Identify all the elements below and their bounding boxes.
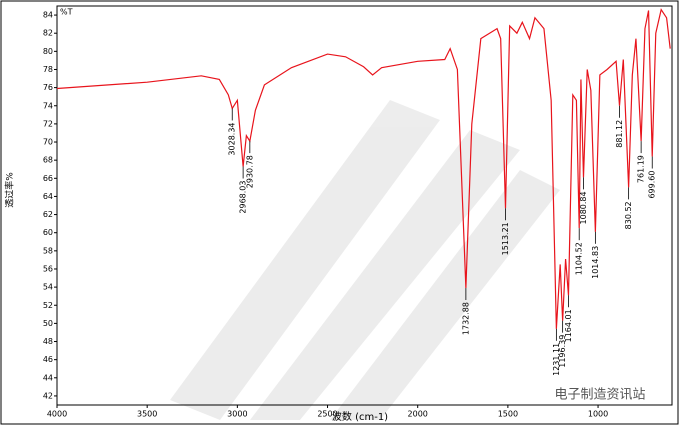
- watermark: 电子制造资讯站: [554, 388, 645, 403]
- y-tick-label: 60: [43, 228, 53, 237]
- x-axis-label: 波数 (cm-1): [332, 410, 388, 423]
- y-tick-label: 80: [43, 47, 53, 56]
- peak-label: 3028.34: [228, 122, 237, 155]
- peak-label: 1080.84: [579, 191, 588, 224]
- y-tick-label: 54: [43, 283, 53, 292]
- peak-label: 2968.03: [239, 181, 248, 214]
- y-tick-label: 44: [43, 373, 53, 382]
- y-axis-label: 透过率%: [4, 172, 16, 208]
- peak-label: 1196.39: [558, 335, 567, 368]
- x-tick-label: 4000: [47, 410, 67, 419]
- y-tick-label: 56: [43, 264, 53, 273]
- y-tick-label: 48: [43, 337, 53, 346]
- y-tick-label: 68: [43, 156, 53, 165]
- y-tick-label: 42: [43, 391, 53, 400]
- y-tick-label: 62: [43, 210, 53, 219]
- y-tick-label: 58: [43, 246, 53, 255]
- peak-label: 1732.88: [461, 302, 470, 335]
- peak-label: 2930.78: [245, 155, 254, 188]
- peak-label: 761.19: [637, 155, 646, 183]
- stripe: [330, 170, 560, 420]
- stripe: [250, 130, 520, 420]
- y-tick-label: 66: [43, 174, 53, 183]
- watermark-stripes: [170, 100, 560, 420]
- y-tick-label: 70: [43, 138, 53, 147]
- chart-title: %T: [60, 8, 73, 17]
- x-tick-label: 1000: [588, 410, 608, 419]
- x-tick-label: 3000: [227, 410, 247, 419]
- y-tick-label: 46: [43, 355, 53, 364]
- stripe: [170, 100, 440, 420]
- x-tick-label: 2000: [408, 410, 428, 419]
- y-tick-label: 72: [43, 119, 53, 128]
- peak-label: 1014.83: [591, 246, 600, 279]
- x-tick-label: 1500: [498, 410, 518, 419]
- peak-label: 1513.21: [501, 222, 510, 255]
- peak-label: 1231.11: [552, 343, 561, 376]
- x-tick-label: 2500: [317, 410, 337, 419]
- y-tick-label: 50: [43, 319, 53, 328]
- x-tick-label: 3500: [137, 410, 157, 419]
- y-tick-label: 76: [43, 83, 53, 92]
- y-tick-label: 82: [43, 29, 53, 38]
- peak-label: 699.60: [648, 171, 657, 199]
- plot-frame: [56, 5, 673, 406]
- y-tick-label: 84: [43, 11, 53, 20]
- peak-label: 830.52: [624, 201, 633, 229]
- peak-label: 1164.01: [564, 309, 573, 342]
- peak-label: 1104.52: [575, 242, 584, 275]
- spectrum-line: [56, 8, 671, 329]
- y-tick-label: 64: [43, 192, 53, 201]
- peak-label: 881.12: [615, 120, 624, 148]
- y-tick-label: 52: [43, 301, 53, 310]
- y-tick-label: 78: [43, 65, 53, 74]
- y-tick-label: 74: [43, 101, 53, 110]
